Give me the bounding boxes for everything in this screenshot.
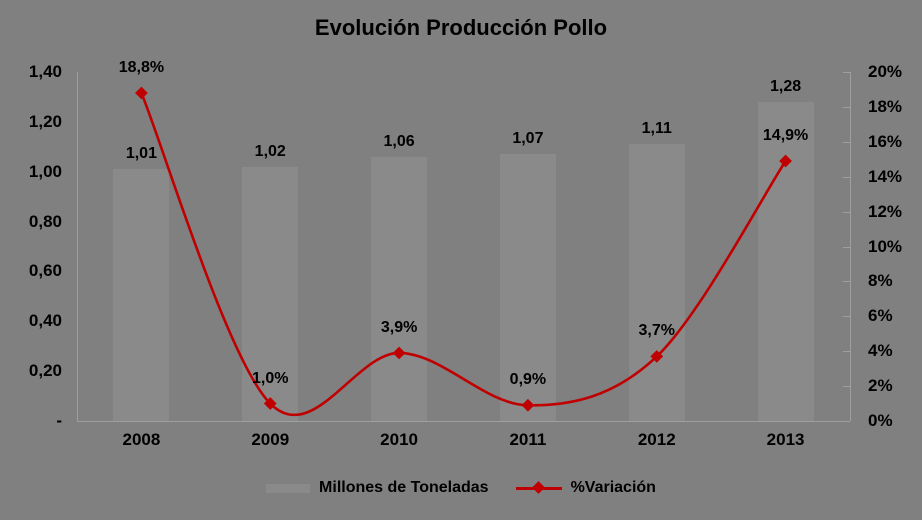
bar-2013 xyxy=(757,101,814,421)
variation-line-path xyxy=(140,92,787,417)
bottom-axis-line xyxy=(77,421,850,422)
right-axis-tick-mark xyxy=(843,316,850,318)
right-axis-tick-label: 2% xyxy=(868,376,893,396)
x-axis-label: 2011 xyxy=(509,430,547,449)
left-axis-tick-label: 1,00 xyxy=(28,161,62,181)
right-axis-tick-mark xyxy=(843,72,850,73)
right-axis-tick-mark xyxy=(843,176,850,178)
right-axis-tick-mark xyxy=(843,211,850,213)
line-value-label: 0,9% xyxy=(509,371,547,389)
left-axis-tick-label: 0,40 xyxy=(28,311,62,331)
left-axis-tick-label: 0,80 xyxy=(28,211,62,231)
chart-title: Evolución Producción Pollo xyxy=(314,15,608,40)
legend-line-label: %Variación xyxy=(570,479,656,496)
legend-line-swatch-icon xyxy=(515,480,562,494)
line-value-label: 3,7% xyxy=(638,322,675,340)
legend-diamond-icon xyxy=(531,480,545,494)
left-axis-tick-label: 0,60 xyxy=(28,261,62,281)
left-axis-tick-label: 1,20 xyxy=(28,111,62,131)
right-axis-tick-mark xyxy=(843,141,850,143)
left-axis-tick-label: - xyxy=(56,411,62,430)
right-axis-tick-label: 12% xyxy=(868,201,903,221)
line-value-label: 1,0% xyxy=(252,369,289,387)
right-axis-tick-mark xyxy=(843,386,850,388)
right-axis-tick-mark xyxy=(843,421,850,422)
x-axis-label: 2010 xyxy=(380,430,418,449)
bar-2008 xyxy=(113,169,170,421)
line-value-label: 3,9% xyxy=(380,318,418,336)
bar-value-label: 1,11 xyxy=(641,120,672,138)
x-axis-label: 2013 xyxy=(766,430,805,449)
legend-bar-label: Millones de Toneladas xyxy=(319,479,489,496)
right-axis-tick-label: 4% xyxy=(868,341,893,361)
left-axis-tick-label: 1,40 xyxy=(28,62,62,81)
right-axis-tick-label: 20% xyxy=(868,62,903,81)
legend: Millones de Toneladas %Variación xyxy=(0,478,922,498)
right-axis-line xyxy=(850,72,851,421)
bar-value-label: 1,02 xyxy=(254,142,286,160)
bar-2010 xyxy=(371,156,428,421)
legend-bar-swatch-icon xyxy=(266,483,311,493)
bar-value-label: 1,07 xyxy=(512,130,544,148)
left-axis-line xyxy=(77,72,78,421)
left-axis-tick-label: 0,20 xyxy=(28,361,62,381)
right-axis-tick-label: 14% xyxy=(868,166,903,186)
right-axis-tick-mark xyxy=(843,281,850,283)
right-axis-tick-label: 18% xyxy=(868,96,903,116)
right-axis-tick-label: 0% xyxy=(868,411,893,430)
bar-value-label: 1,01 xyxy=(125,145,157,163)
right-axis-tick-mark xyxy=(843,351,850,353)
x-axis-label: 2012 xyxy=(637,430,676,449)
x-axis-label: 2008 xyxy=(122,430,161,449)
bar-value-label: 1,06 xyxy=(383,132,415,150)
line-value-label: 14,9% xyxy=(762,126,809,144)
line-marker-diamond-icon xyxy=(135,86,148,100)
right-axis-tick-label: 8% xyxy=(868,271,893,291)
right-axis-tick-label: 16% xyxy=(868,131,903,151)
right-axis-tick-label: 10% xyxy=(868,236,903,256)
x-axis-label: 2009 xyxy=(251,430,290,449)
right-axis-tick-mark xyxy=(843,106,850,108)
bar-value-label: 1,28 xyxy=(770,77,802,95)
right-axis-tick-mark xyxy=(843,246,850,248)
line-value-label: 18,8% xyxy=(118,58,165,76)
right-axis-tick-label: 6% xyxy=(868,306,893,326)
bar-2012 xyxy=(628,144,685,421)
